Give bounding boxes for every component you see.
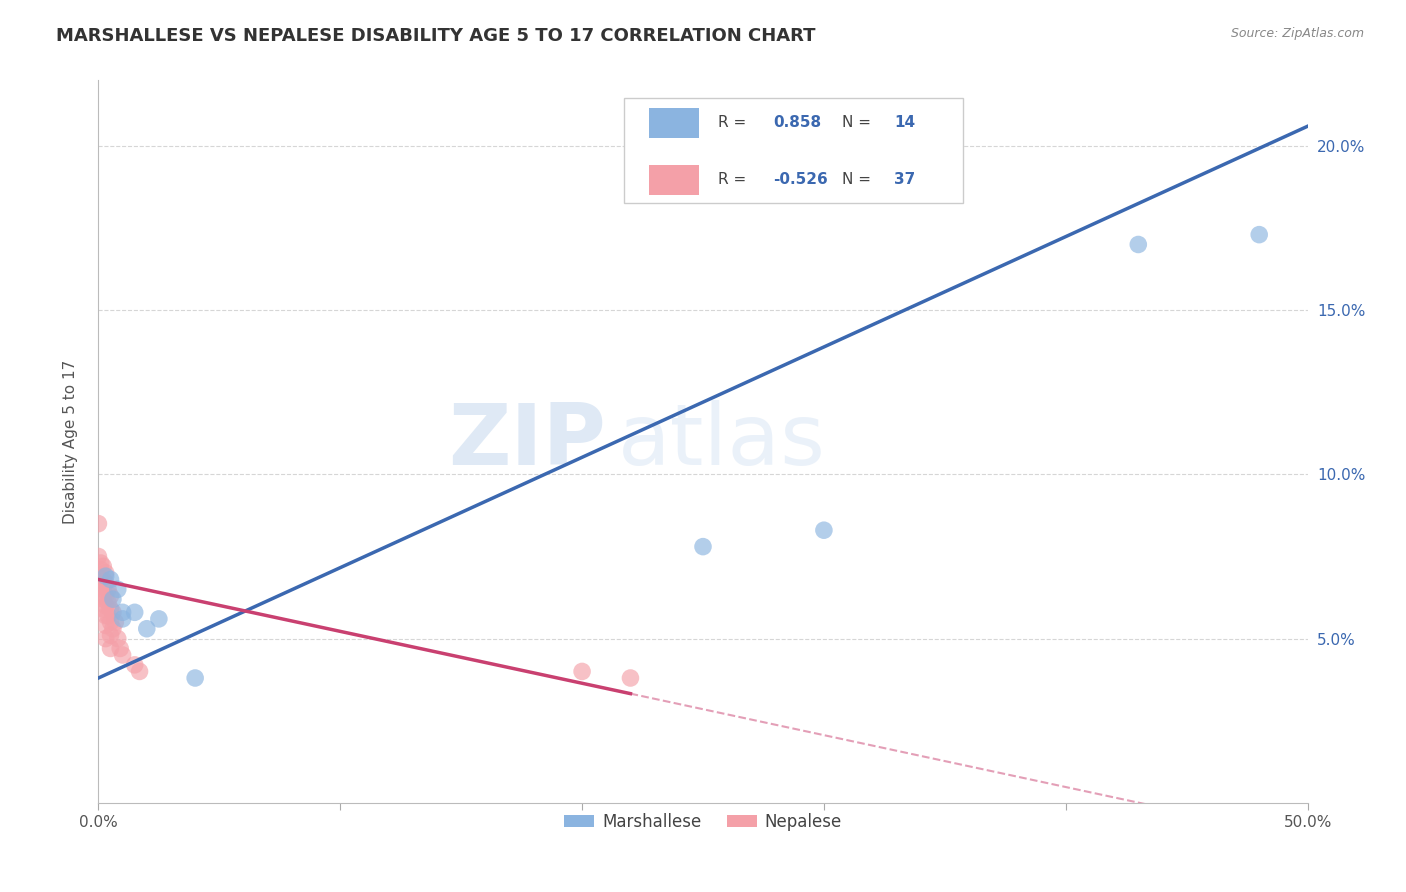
Point: [128, 665, 150, 679]
Point: [101, 605, 124, 619]
Point: [97, 608, 120, 623]
Point: [135, 622, 157, 636]
Text: R =: R =: [717, 171, 751, 186]
Point: [94, 575, 117, 590]
Point: [100, 641, 122, 656]
Point: [94, 569, 117, 583]
Point: [97, 582, 120, 597]
Point: [91, 592, 114, 607]
Point: [148, 612, 170, 626]
Point: [94, 618, 117, 632]
Text: 0.858: 0.858: [773, 115, 821, 130]
Text: N =: N =: [842, 171, 876, 186]
Point: [104, 615, 127, 630]
Point: [91, 602, 114, 616]
Point: [107, 582, 129, 597]
Text: N =: N =: [842, 115, 876, 130]
Point: [124, 657, 146, 672]
Point: [100, 573, 122, 587]
Point: [90, 573, 112, 587]
Point: [94, 608, 117, 623]
Point: [111, 648, 134, 662]
Point: [111, 605, 134, 619]
Point: [184, 671, 207, 685]
Text: 37: 37: [894, 171, 915, 186]
Text: 14: 14: [894, 115, 915, 130]
Text: R =: R =: [717, 115, 751, 130]
Point: [571, 665, 593, 679]
Point: [813, 523, 835, 537]
FancyBboxPatch shape: [624, 98, 963, 203]
Y-axis label: Disability Age 5 to 17: Disability Age 5 to 17: [63, 359, 77, 524]
Point: [101, 592, 124, 607]
Text: atlas: atlas: [619, 400, 827, 483]
Point: [100, 602, 122, 616]
Point: [692, 540, 714, 554]
Point: [91, 582, 114, 597]
Point: [1249, 227, 1271, 242]
Point: [111, 612, 134, 626]
Text: ZIP: ZIP: [449, 400, 606, 483]
Point: [87, 516, 110, 531]
Point: [94, 599, 117, 613]
Legend: Marshallese, Nepalese: Marshallese, Nepalese: [557, 806, 849, 838]
Point: [94, 589, 117, 603]
Point: [100, 589, 122, 603]
Point: [90, 579, 112, 593]
Point: [87, 549, 110, 564]
Point: [101, 622, 124, 636]
Point: [90, 556, 112, 570]
Point: [90, 563, 112, 577]
Text: Source: ZipAtlas.com: Source: ZipAtlas.com: [1230, 27, 1364, 40]
Text: -0.526: -0.526: [773, 171, 828, 186]
Point: [619, 671, 641, 685]
Point: [124, 605, 146, 619]
Point: [90, 589, 112, 603]
Point: [108, 641, 131, 656]
Point: [94, 566, 117, 580]
Point: [100, 628, 122, 642]
Point: [107, 632, 129, 646]
Bar: [648, 108, 699, 138]
Bar: [648, 164, 699, 195]
Point: [91, 573, 114, 587]
Point: [91, 559, 114, 574]
Point: [100, 615, 122, 630]
Point: [97, 595, 120, 609]
Point: [1128, 237, 1150, 252]
Text: MARSHALLESE VS NEPALESE DISABILITY AGE 5 TO 17 CORRELATION CHART: MARSHALLESE VS NEPALESE DISABILITY AGE 5…: [56, 27, 815, 45]
Point: [94, 632, 117, 646]
